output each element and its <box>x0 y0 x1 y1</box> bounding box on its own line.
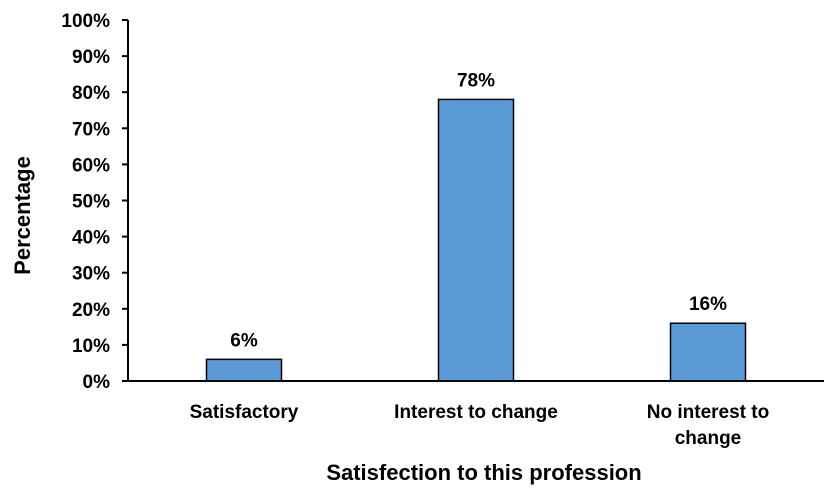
x-tick-label: No interest to change <box>647 402 769 449</box>
y-tick-label: 90% <box>72 47 110 68</box>
bars <box>205 98 747 382</box>
category-labels: Satisfactory Interest to change No interes… <box>190 402 770 449</box>
x-tick-label: Satisfactory <box>190 402 299 423</box>
y-axis-title: Percentage <box>10 156 35 275</box>
y-tick-label: 0% <box>83 372 111 393</box>
data-label: 16% <box>689 294 727 315</box>
x-tick-label: Interest to change <box>394 402 558 423</box>
data-label: 78% <box>457 70 495 91</box>
data-labels: 6% 78% 16% <box>230 70 727 351</box>
y-tick-label: 80% <box>72 83 110 104</box>
y-tick-label: 30% <box>72 264 110 285</box>
y-tick-label: 20% <box>72 300 110 321</box>
y-axis-ticks: 0% 10% 20% 30% 40% 50% 60% 70% 80% 90% 100% <box>61 11 128 393</box>
y-tick-label: 40% <box>72 228 110 249</box>
data-label: 6% <box>230 330 258 351</box>
y-tick-label: 100% <box>61 11 110 32</box>
bar <box>669 322 747 382</box>
bar <box>205 358 283 382</box>
x-axis-title: Satisfection to this profession <box>326 460 641 485</box>
y-tick-label: 70% <box>72 119 110 140</box>
y-tick-label: 50% <box>72 192 110 213</box>
bar <box>437 98 515 382</box>
y-tick-label: 60% <box>72 155 110 176</box>
y-tick-label: 10% <box>72 336 110 357</box>
